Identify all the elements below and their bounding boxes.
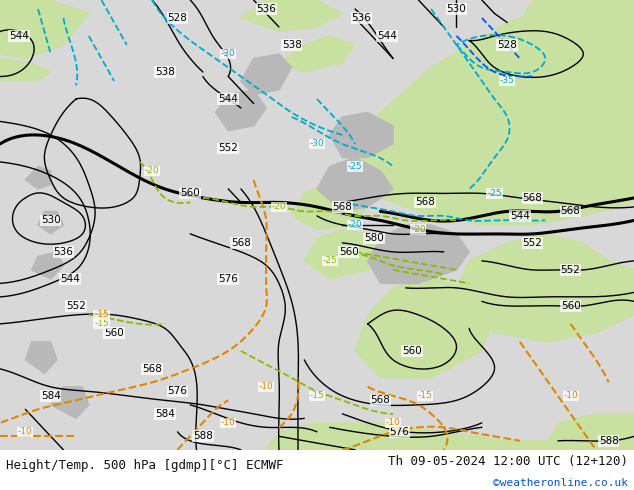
Polygon shape	[355, 279, 495, 378]
Text: 576: 576	[218, 274, 238, 284]
Polygon shape	[304, 229, 380, 279]
Polygon shape	[317, 157, 393, 211]
Text: -15: -15	[309, 392, 325, 400]
Polygon shape	[0, 58, 51, 81]
Polygon shape	[32, 252, 63, 279]
Text: 536: 536	[351, 13, 372, 23]
Text: 584: 584	[155, 409, 175, 419]
Text: 544: 544	[377, 31, 397, 41]
Text: -30: -30	[309, 140, 325, 148]
Polygon shape	[51, 387, 89, 418]
Text: 568: 568	[231, 238, 251, 248]
Text: -25: -25	[322, 256, 337, 266]
Text: 568: 568	[332, 202, 353, 212]
Polygon shape	[545, 414, 634, 450]
Text: 568: 568	[415, 197, 435, 207]
Polygon shape	[399, 310, 456, 351]
Polygon shape	[342, 0, 634, 225]
Text: 538: 538	[281, 40, 302, 50]
Polygon shape	[520, 0, 634, 31]
Text: 584: 584	[41, 391, 61, 401]
Text: 560: 560	[104, 328, 124, 338]
Text: 544: 544	[510, 211, 530, 221]
Polygon shape	[38, 211, 63, 234]
Text: -25: -25	[347, 162, 363, 171]
Polygon shape	[266, 423, 634, 450]
Polygon shape	[292, 180, 368, 229]
Text: -10: -10	[259, 382, 274, 392]
Text: 560: 560	[339, 247, 359, 257]
Text: -10: -10	[221, 418, 236, 427]
Text: 576: 576	[167, 386, 188, 396]
Text: -15: -15	[417, 392, 432, 400]
Text: 528: 528	[167, 13, 188, 23]
Polygon shape	[13, 23, 38, 41]
Polygon shape	[368, 225, 469, 283]
Text: 588: 588	[598, 436, 619, 446]
Text: 560: 560	[180, 189, 200, 198]
Text: Height/Temp. 500 hPa [gdmp][°C] ECMWF: Height/Temp. 500 hPa [gdmp][°C] ECMWF	[6, 460, 284, 472]
Text: 544: 544	[9, 31, 29, 41]
Text: 568: 568	[560, 206, 581, 217]
Polygon shape	[25, 167, 51, 189]
Text: 580: 580	[364, 233, 384, 244]
Text: 528: 528	[497, 40, 517, 50]
Polygon shape	[216, 90, 266, 130]
Polygon shape	[0, 0, 89, 58]
Text: -15: -15	[94, 319, 109, 328]
Text: 536: 536	[256, 4, 276, 14]
Text: 530: 530	[41, 216, 61, 225]
Text: Th 09-05-2024 12:00 UTC (12+120): Th 09-05-2024 12:00 UTC (12+120)	[387, 455, 628, 467]
Text: 568: 568	[142, 364, 162, 374]
Polygon shape	[241, 54, 292, 95]
Text: 568: 568	[370, 395, 391, 405]
Text: 552: 552	[218, 144, 238, 153]
Text: -20: -20	[411, 225, 426, 234]
Polygon shape	[241, 0, 342, 31]
Text: 552: 552	[560, 265, 581, 275]
Text: -30: -30	[221, 49, 236, 58]
Polygon shape	[330, 112, 393, 157]
Polygon shape	[25, 342, 57, 373]
Text: 560: 560	[560, 301, 581, 311]
Text: -20: -20	[145, 167, 160, 175]
Text: -15: -15	[94, 310, 109, 319]
Text: -20: -20	[271, 202, 287, 211]
Text: 560: 560	[402, 346, 422, 356]
Text: -20: -20	[347, 220, 363, 229]
Polygon shape	[456, 234, 634, 342]
Text: 530: 530	[446, 4, 467, 14]
Text: -10: -10	[563, 392, 578, 400]
Text: -10: -10	[385, 418, 401, 427]
Text: 588: 588	[193, 431, 213, 441]
Text: 576: 576	[389, 427, 410, 437]
Text: -35: -35	[500, 76, 515, 85]
Text: 544: 544	[60, 274, 80, 284]
Text: 552: 552	[66, 301, 86, 311]
Text: 538: 538	[155, 67, 175, 77]
Text: -10: -10	[18, 427, 33, 436]
Text: ©weatheronline.co.uk: ©weatheronline.co.uk	[493, 478, 628, 488]
Polygon shape	[279, 36, 355, 72]
Text: -25: -25	[487, 189, 502, 198]
Text: 568: 568	[522, 193, 543, 203]
Text: 544: 544	[218, 94, 238, 104]
Text: 552: 552	[522, 238, 543, 248]
Text: 536: 536	[53, 247, 74, 257]
